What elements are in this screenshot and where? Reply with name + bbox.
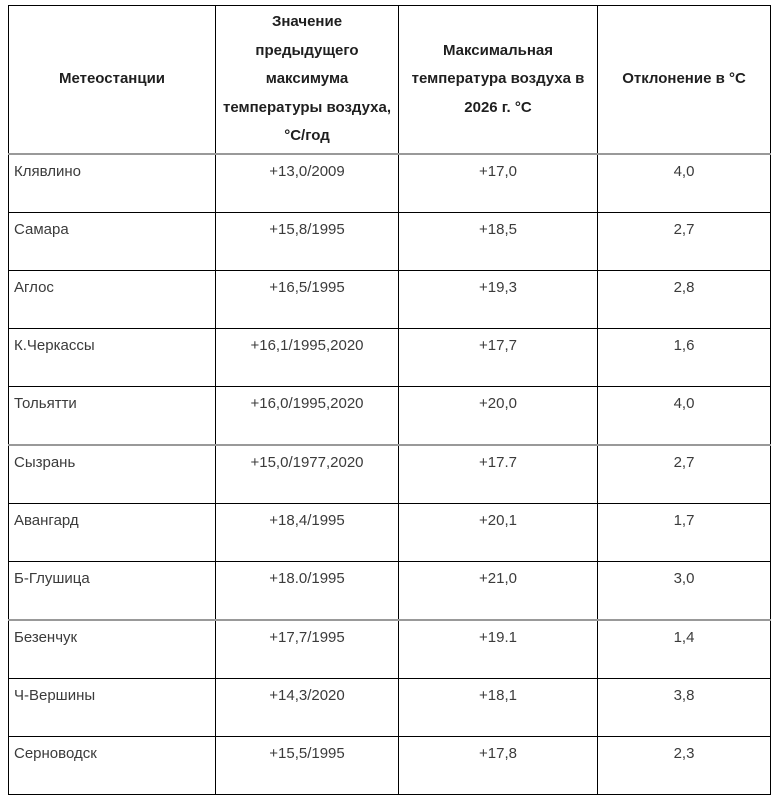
column-header-deviation: Отклонение в °С	[597, 5, 771, 155]
column-header-stations: Метеостанции	[8, 5, 216, 155]
deviation-cell: 3,8	[597, 677, 771, 737]
column-header-max-2026: Максимальная температура воздуха в 2026 …	[398, 5, 598, 155]
previous-max-cell: +16,5/1995	[215, 269, 399, 329]
previous-max-cell: +18,4/1995	[215, 502, 399, 562]
station-cell: Клявлино	[8, 153, 216, 213]
station-cell: Сызрань	[8, 444, 216, 504]
deviation-cell: 2,8	[597, 269, 771, 329]
table-row: Аглос +16,5/1995 +19,3 2,8	[8, 269, 771, 329]
table-row: Ч-Вершины +14,3/2020 +18,1 3,8	[8, 677, 771, 737]
header-row: Метеостанции Значение предыдущего максим…	[8, 5, 771, 155]
max-2026-cell: +17,8	[398, 735, 598, 795]
deviation-cell: 1,4	[597, 619, 771, 679]
max-2026-cell: +19,3	[398, 269, 598, 329]
max-2026-cell: +21,0	[398, 560, 598, 621]
max-2026-cell: +18,1	[398, 677, 598, 737]
max-2026-cell: +17.7	[398, 444, 598, 504]
previous-max-cell: +13,0/2009	[215, 153, 399, 213]
previous-max-cell: +15,8/1995	[215, 211, 399, 271]
table-row: К.Черкассы +16,1/1995,2020 +17,7 1,6	[8, 327, 771, 387]
max-2026-cell: +17,0	[398, 153, 598, 213]
table-row: Б-Глушица +18.0/1995 +21,0 3,0	[8, 560, 771, 621]
station-cell: Самара	[8, 211, 216, 271]
table-row: Самара +15,8/1995 +18,5 2,7	[8, 211, 771, 271]
weather-table-container: Метеостанции Значение предыдущего максим…	[8, 5, 780, 795]
deviation-cell: 1,7	[597, 502, 771, 562]
deviation-cell: 2,7	[597, 211, 771, 271]
table-row: Безенчук +17,7/1995 +19.1 1,4	[8, 619, 771, 679]
table-row: Клявлино +13,0/2009 +17,0 4,0	[8, 153, 771, 213]
previous-max-cell: +15,5/1995	[215, 735, 399, 795]
previous-max-cell: +16,0/1995,2020	[215, 385, 399, 446]
table-row: Тольятти +16,0/1995,2020 +20,0 4,0	[8, 385, 771, 446]
weather-stations-table: Метеостанции Значение предыдущего максим…	[8, 5, 771, 795]
max-2026-cell: +18,5	[398, 211, 598, 271]
previous-max-cell: +17,7/1995	[215, 619, 399, 679]
station-cell: Аглос	[8, 269, 216, 329]
station-cell: Серноводск	[8, 735, 216, 795]
previous-max-cell: +14,3/2020	[215, 677, 399, 737]
deviation-cell: 2,7	[597, 444, 771, 504]
column-header-previous-max: Значение предыдущего максимума температу…	[215, 5, 399, 155]
max-2026-cell: +17,7	[398, 327, 598, 387]
deviation-cell: 2,3	[597, 735, 771, 795]
table-row: Авангард +18,4/1995 +20,1 1,7	[8, 502, 771, 562]
station-cell: Безенчук	[8, 619, 216, 679]
deviation-cell: 4,0	[597, 153, 771, 213]
station-cell: К.Черкассы	[8, 327, 216, 387]
previous-max-cell: +15,0/1977,2020	[215, 444, 399, 504]
max-2026-cell: +20,0	[398, 385, 598, 446]
table-row: Серноводск +15,5/1995 +17,8 2,3	[8, 735, 771, 795]
max-2026-cell: +19.1	[398, 619, 598, 679]
station-cell: Тольятти	[8, 385, 216, 446]
previous-max-cell: +16,1/1995,2020	[215, 327, 399, 387]
station-cell: Б-Глушица	[8, 560, 216, 621]
station-cell: Ч-Вершины	[8, 677, 216, 737]
table-row: Сызрань +15,0/1977,2020 +17.7 2,7	[8, 444, 771, 504]
deviation-cell: 3,0	[597, 560, 771, 621]
deviation-cell: 1,6	[597, 327, 771, 387]
previous-max-cell: +18.0/1995	[215, 560, 399, 621]
deviation-cell: 4,0	[597, 385, 771, 446]
max-2026-cell: +20,1	[398, 502, 598, 562]
station-cell: Авангард	[8, 502, 216, 562]
